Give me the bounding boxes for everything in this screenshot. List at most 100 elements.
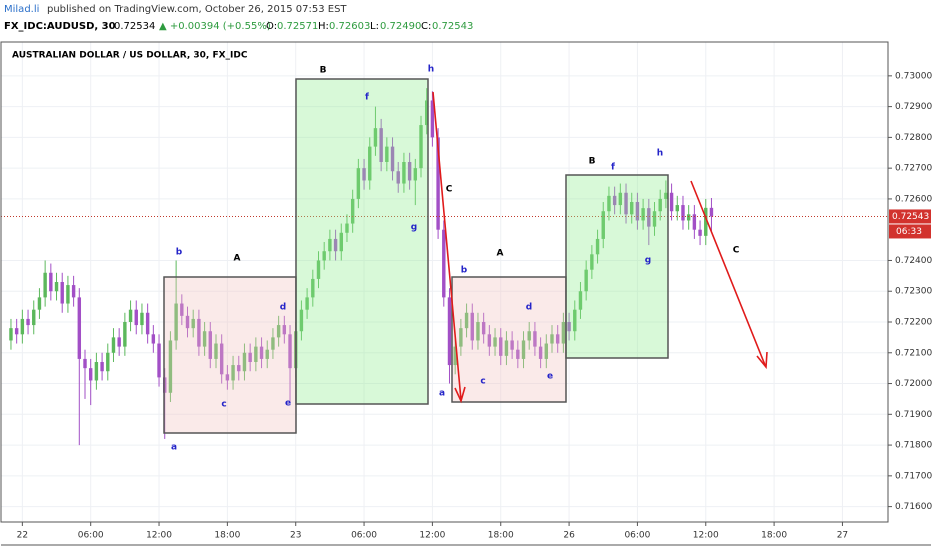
y-tick-label: 0.72200 — [895, 318, 932, 328]
candle-body — [271, 337, 275, 350]
candle-body — [328, 238, 332, 252]
candle-body — [470, 312, 474, 341]
sub-wave-label: a — [171, 443, 177, 453]
candle-body — [464, 312, 469, 329]
candle-body — [333, 238, 338, 252]
candle-body — [647, 208, 651, 227]
y-tick-label: 0.72100 — [895, 348, 932, 358]
candle-body — [590, 254, 594, 270]
candle-body — [578, 291, 583, 310]
sub-wave-label: h — [657, 149, 663, 159]
candle-body — [430, 100, 435, 138]
y-tick-label: 0.72900 — [895, 102, 932, 112]
candle-body — [681, 205, 685, 221]
candle-body — [692, 214, 697, 230]
arrow-line[interactable] — [690, 180, 766, 366]
x-tick-label: 18:00 — [214, 531, 240, 541]
candle-body — [573, 309, 577, 332]
candle-body — [276, 325, 281, 338]
candle-body — [664, 192, 668, 199]
candle-body — [544, 343, 549, 359]
sub-wave-label: b — [461, 266, 468, 276]
y-tick-label: 0.72400 — [895, 256, 932, 266]
candle-body — [362, 168, 366, 181]
y-tick-label: 0.72800 — [895, 133, 932, 143]
box-b2[interactable] — [565, 174, 669, 359]
candle-body — [219, 343, 224, 375]
candle-body — [459, 328, 463, 347]
candle-body — [9, 328, 13, 341]
last-price: 0.72534 — [114, 21, 155, 32]
candle-body — [527, 331, 531, 341]
h-value: 0.72603 — [329, 21, 370, 32]
x-tick-label: 27 — [837, 531, 848, 541]
candle-body — [282, 325, 287, 335]
c-value: 0.72543 — [432, 21, 473, 32]
candle-body — [345, 223, 349, 233]
candle-body — [140, 312, 144, 326]
candle-body — [561, 322, 566, 344]
candle-body — [419, 125, 423, 169]
x-tick-label: 06:00 — [78, 531, 104, 541]
candle-body — [248, 352, 252, 362]
sub-wave-label: d — [526, 303, 532, 313]
candle-body — [686, 214, 691, 221]
candle-body — [94, 362, 99, 381]
x-tick-label: 12:00 — [419, 531, 445, 541]
sub-wave-label: g — [411, 223, 417, 233]
candle-body — [242, 352, 247, 372]
box-b1[interactable] — [295, 78, 429, 405]
candle-body — [396, 171, 400, 184]
candle-body — [567, 322, 571, 332]
candle-body — [180, 303, 184, 316]
sub-wave-label: g — [645, 256, 651, 266]
y-tick-label: 0.73000 — [895, 71, 932, 81]
candle-body — [675, 205, 679, 212]
candle-body — [356, 168, 361, 199]
candle-body — [584, 269, 588, 292]
symbol: FX_IDC:AUDUSD, 30 — [4, 21, 116, 32]
box-a2[interactable] — [451, 276, 567, 403]
candle-body — [550, 334, 554, 344]
box-a1[interactable] — [163, 276, 297, 434]
arrow-head — [756, 351, 768, 370]
arrow-line[interactable] — [432, 91, 462, 401]
y-tick-label: 0.72000 — [895, 379, 932, 389]
y-tick-label: 0.71900 — [895, 410, 932, 420]
candle-body — [117, 337, 121, 347]
candle-body — [368, 146, 372, 181]
candle-body — [510, 340, 514, 350]
candle-body — [134, 309, 138, 326]
candle-body — [698, 229, 702, 236]
l-value: 0.72490 — [380, 21, 421, 32]
y-tick-label: 0.71700 — [895, 471, 932, 481]
x-tick-label: 22 — [17, 531, 28, 541]
candle-body — [174, 303, 178, 341]
candle-body — [32, 309, 36, 326]
candle-body — [521, 340, 526, 359]
candle-body — [299, 309, 304, 332]
candle-body — [704, 207, 708, 236]
candle-body — [106, 352, 110, 372]
candle-body — [658, 198, 662, 212]
last-price-tag — [889, 209, 931, 224]
candle-body — [481, 322, 486, 335]
sub-wave-label: c — [221, 400, 226, 410]
candle-body — [49, 272, 53, 292]
candle-body — [595, 238, 600, 255]
candle-body — [311, 278, 315, 298]
author[interactable]: Milad.li — [4, 4, 39, 15]
drawings — [163, 78, 669, 434]
y-tick-label: 0.72300 — [895, 287, 932, 297]
x-tick-label: 18:00 — [761, 531, 787, 541]
x-tick-label: 18:00 — [488, 531, 514, 541]
candle-body — [533, 331, 537, 347]
candle-body — [83, 358, 87, 369]
chart-title: AUSTRALIAN DOLLAR / US DOLLAR, 30, FX_ID… — [12, 51, 248, 61]
candle-body — [288, 334, 292, 369]
candle-body — [191, 318, 195, 329]
wave-label: A — [234, 254, 241, 264]
sub-wave-label: e — [547, 372, 553, 382]
candle-body — [225, 374, 230, 381]
